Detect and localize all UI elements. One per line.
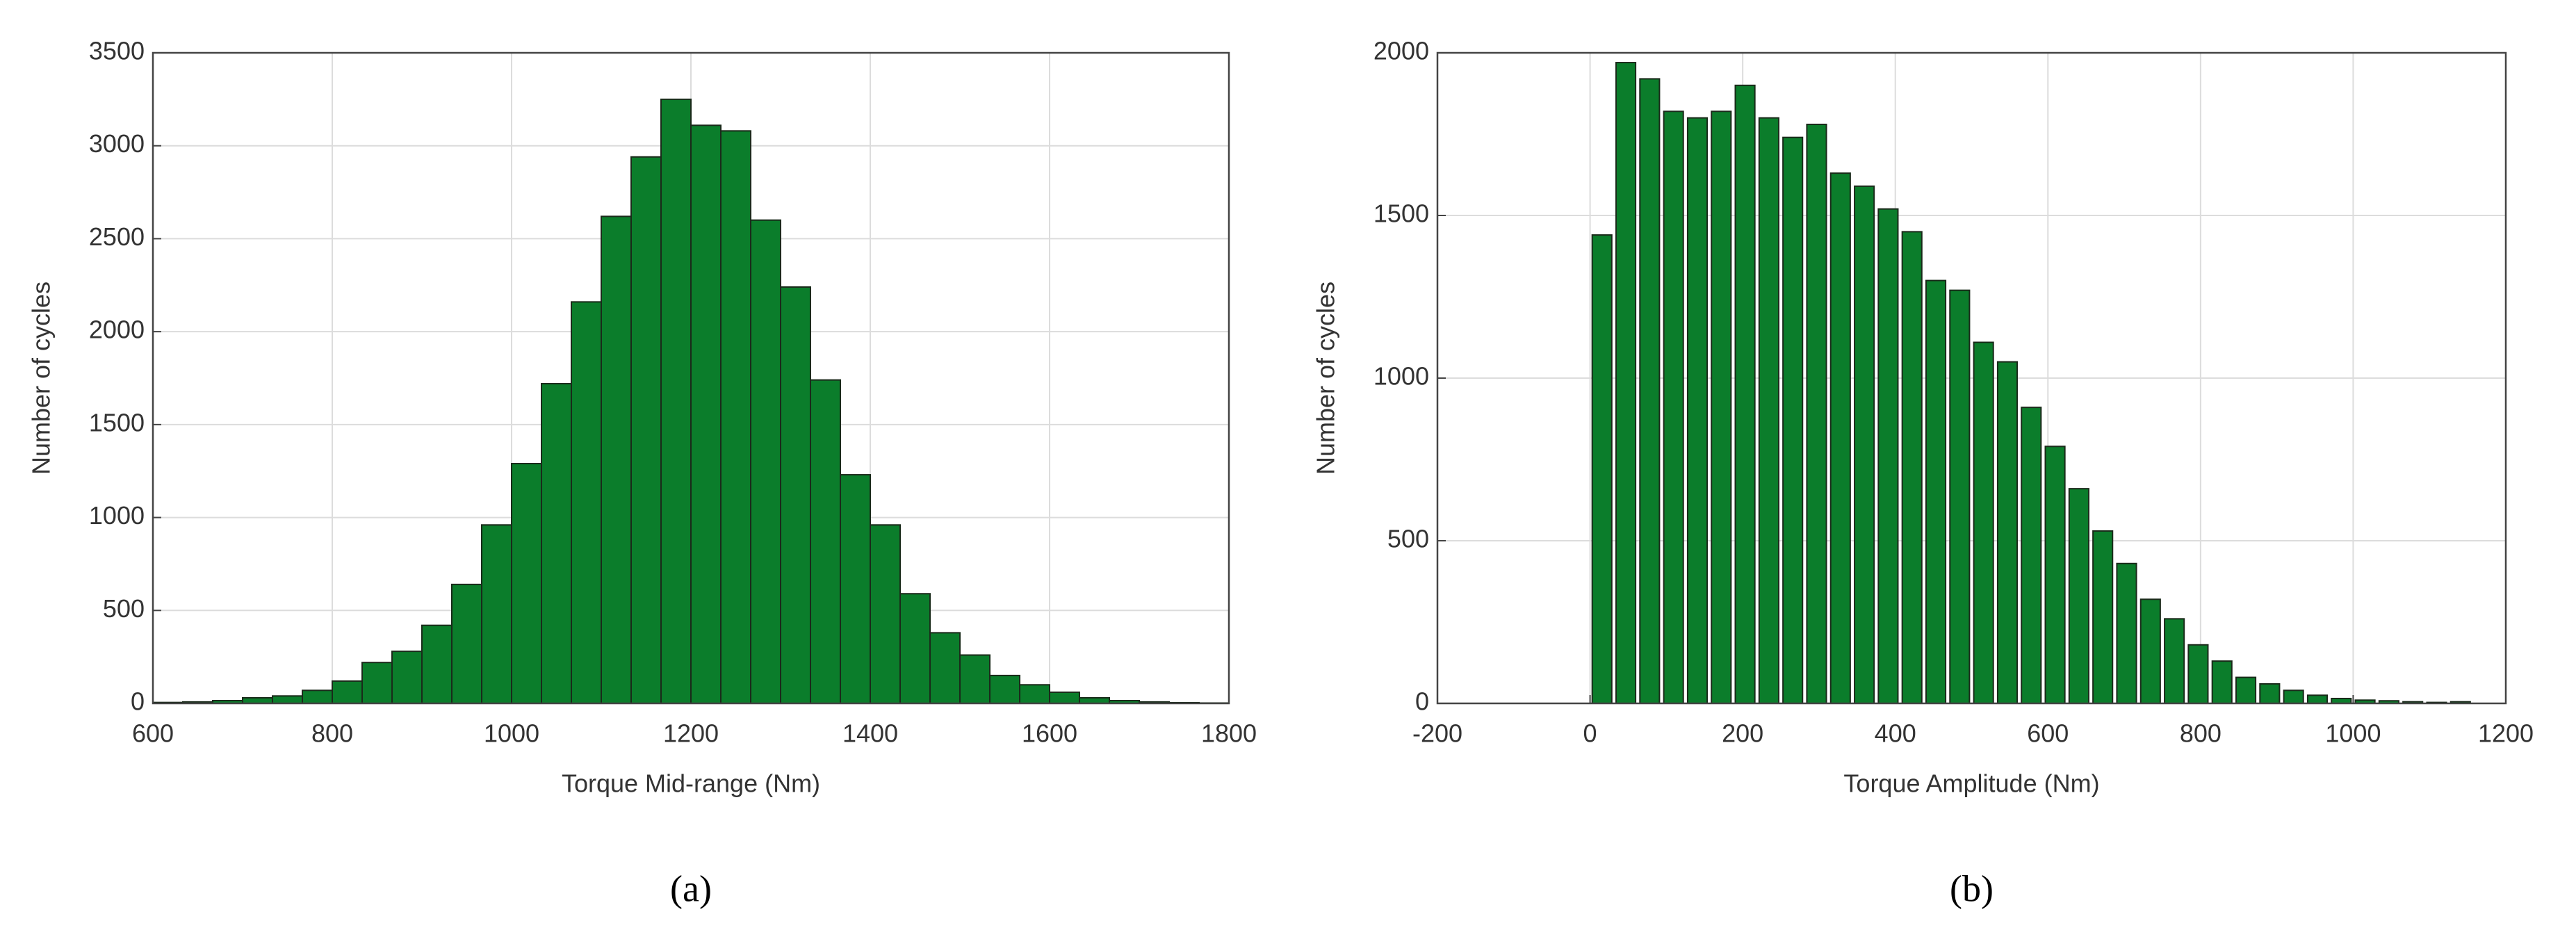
histogram-bar <box>2259 683 2281 704</box>
y-tick-label: 3500 <box>89 37 145 65</box>
histogram-bar <box>511 463 542 704</box>
histogram-bar <box>1901 231 1923 704</box>
plot-frame <box>152 51 1230 705</box>
histogram-bar <box>690 124 722 705</box>
histogram-bar <box>361 662 393 704</box>
caption: (b) <box>1950 867 1994 909</box>
histogram-bar <box>2068 488 2089 704</box>
histogram-bar <box>750 219 781 704</box>
x-tick-label: 600 <box>132 719 174 748</box>
histogram-bar <box>571 301 602 704</box>
histogram-bar <box>1806 123 1827 704</box>
histogram-bar <box>2306 694 2329 704</box>
y-tick-label: 2000 <box>89 316 145 344</box>
histogram-bar <box>481 524 512 704</box>
histogram-bar <box>780 286 811 704</box>
histogram-bar <box>1949 289 1971 704</box>
histogram-bar <box>719 130 752 704</box>
histogram-bar <box>450 583 483 704</box>
histogram-bar <box>1782 136 1804 704</box>
y-tick-label: 500 <box>103 594 145 623</box>
histogram-bar <box>870 524 901 704</box>
histogram-bar <box>959 654 991 704</box>
histogram-bar <box>1686 117 1709 705</box>
plot-frame <box>1436 51 2507 705</box>
histogram-bar <box>630 156 662 704</box>
histogram-bar <box>1854 185 1875 704</box>
x-tick-label: -200 <box>1412 719 1462 748</box>
y-tick-label: 0 <box>131 687 145 716</box>
chart: -200 0 200 400 600 800 1000 1200 0 500 1000 1500 200… <box>1312 37 2534 910</box>
chart: 600 800 1000 1200 1400 1600 1800 0 500 1000 1500 20… <box>27 37 1257 910</box>
histogram-bar <box>2116 562 2137 705</box>
x-tick-label: 200 <box>1722 719 1763 748</box>
histogram-bar <box>540 383 573 704</box>
x-tick-label: 400 <box>1875 719 1916 748</box>
histogram-bar <box>2139 598 2161 704</box>
histogram-bar <box>1925 279 1947 705</box>
histogram-bar <box>1615 62 1637 705</box>
x-axis-label: Torque Amplitude (Nm) <box>1843 769 2099 798</box>
y-tick-label: 2500 <box>89 222 145 251</box>
histogram-bar <box>929 632 961 704</box>
histogram-bar <box>1973 341 1994 704</box>
y-tick-label: 1500 <box>89 408 145 436</box>
y-tick-label: 3000 <box>89 129 145 158</box>
histogram-bar <box>421 624 453 704</box>
x-axis-label: Torque Mid-range (Nm) <box>562 769 820 798</box>
histogram-bar <box>1049 691 1080 704</box>
histogram-bar <box>840 474 871 704</box>
y-axis-label: Number of cycles <box>1312 281 1340 475</box>
histogram-bar <box>809 379 842 704</box>
histogram-bar <box>988 674 1021 705</box>
x-tick-label: 1800 <box>1201 719 1257 748</box>
histogram-bar <box>601 215 632 704</box>
histogram-bar <box>1663 111 1684 705</box>
histogram-bar <box>332 680 363 704</box>
histogram-bar <box>1734 84 1756 705</box>
x-tick-label: 800 <box>2180 719 2222 748</box>
histogram-bar <box>2187 644 2209 705</box>
histogram-bar <box>660 98 692 705</box>
histogram-bar <box>2235 676 2257 704</box>
histogram-bar <box>302 689 334 705</box>
histogram-bar <box>1829 172 1851 705</box>
x-tick-label: 1400 <box>842 719 898 748</box>
x-tick-label: 800 <box>311 719 353 748</box>
histogram-bar <box>1591 234 1613 704</box>
x-tick-label: 1200 <box>2478 719 2534 748</box>
y-tick-label: 2000 <box>1373 37 1429 65</box>
histogram-bar <box>899 593 931 705</box>
y-tick-label: 1500 <box>1373 199 1429 228</box>
histogram-bar <box>2164 618 2185 705</box>
x-tick-label: 1000 <box>2325 719 2381 748</box>
x-tick-label: 600 <box>2027 719 2069 748</box>
histogram-bar <box>1639 78 1661 704</box>
histogram-bar <box>2044 446 2066 705</box>
histogram-bar <box>391 651 423 704</box>
x-tick-label: 1600 <box>1022 719 1077 748</box>
histogram-bar <box>1019 684 1050 704</box>
histogram-bar <box>1877 208 1899 704</box>
histogram-bar <box>2092 530 2114 705</box>
x-tick-label: 1000 <box>484 719 539 748</box>
y-tick-label: 1000 <box>1373 362 1429 391</box>
histogram-bar <box>2283 689 2304 705</box>
histogram-bar <box>1996 361 2019 704</box>
histogram-bar <box>2211 660 2233 704</box>
y-tick-label: 1000 <box>89 501 145 530</box>
histogram-bar <box>2021 407 2042 704</box>
y-tick-label: 0 <box>1415 687 1429 716</box>
caption: (a) <box>670 867 712 909</box>
histogram-bar <box>1758 117 1779 705</box>
y-tick-label: 500 <box>1387 525 1429 553</box>
y-axis-label: Number of cycles <box>27 281 56 475</box>
histogram-bar <box>271 695 304 704</box>
x-tick-label: 0 <box>1583 719 1597 748</box>
histogram-bar <box>1711 111 1732 705</box>
x-tick-label: 1200 <box>663 719 719 748</box>
